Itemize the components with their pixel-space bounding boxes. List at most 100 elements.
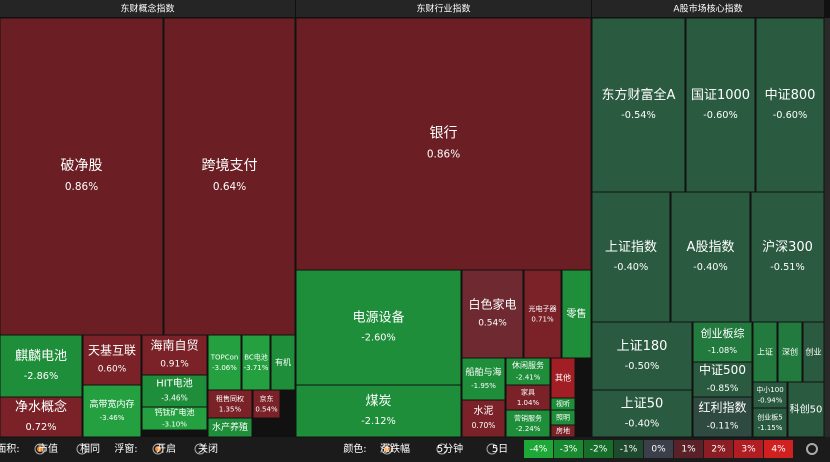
legend-label: 3%	[741, 445, 756, 455]
tile[interactable]	[591, 389, 693, 438]
tile[interactable]	[295, 17, 592, 271]
tile[interactable]	[295, 384, 462, 438]
tile-name: 沪深300	[762, 239, 813, 255]
toolbar-option[interactable]: 5分钟	[437, 442, 463, 455]
radio[interactable]	[76, 443, 88, 455]
legend-swatch	[554, 440, 583, 458]
tile-change: 1.35%	[219, 405, 242, 413]
tile[interactable]	[295, 269, 462, 386]
tile[interactable]	[777, 321, 803, 383]
tile-change: 0.86%	[65, 181, 98, 193]
tile[interactable]	[755, 17, 825, 193]
tile-change: -3.10%	[162, 421, 187, 429]
tile[interactable]	[550, 424, 576, 438]
toolbar-option[interactable]: 涨跌幅	[380, 442, 410, 455]
tile[interactable]	[163, 17, 296, 336]
legend-label: 0%	[651, 445, 666, 455]
tile[interactable]	[141, 406, 208, 431]
tile[interactable]	[461, 269, 524, 359]
tile[interactable]	[207, 417, 253, 438]
section-header	[0, 0, 295, 17]
legend-swatch	[614, 440, 643, 458]
tile-change: 0.64%	[213, 181, 246, 193]
tile[interactable]	[561, 269, 592, 359]
tile-change: -0.51%	[770, 262, 805, 273]
tile-name: 深创	[782, 347, 798, 357]
tile[interactable]	[523, 269, 562, 359]
tile[interactable]	[0, 334, 83, 398]
tile[interactable]	[0, 17, 164, 336]
tile[interactable]	[241, 334, 271, 391]
tile[interactable]	[0, 396, 83, 438]
tile-name: 视听	[556, 399, 570, 408]
section-title: 东财行业指数	[416, 3, 470, 15]
tile[interactable]	[82, 384, 142, 438]
tile[interactable]	[670, 191, 751, 323]
tile-name: 高带宽内存	[89, 398, 134, 410]
tile[interactable]	[207, 334, 242, 391]
tile[interactable]	[692, 396, 753, 438]
tile[interactable]	[207, 389, 253, 419]
tile-change: 0.60%	[98, 365, 127, 375]
tile[interactable]	[141, 334, 208, 376]
tile[interactable]	[505, 357, 551, 386]
tile-name: 上证指数	[605, 240, 657, 255]
tile-change: -3.71%	[244, 364, 269, 372]
toolbar-option[interactable]: 开启	[156, 442, 176, 455]
tile-name: HIT电池	[156, 377, 193, 390]
tile-change: 0.71%	[531, 315, 554, 323]
tile-change: -3.46%	[100, 414, 125, 422]
tile[interactable]	[252, 389, 281, 419]
legend-label: 4%	[771, 445, 786, 455]
tile-change: -1.95%	[471, 382, 496, 390]
tile-change: -3.06%	[212, 364, 237, 372]
tile-name: 跨境支付	[202, 158, 258, 174]
tile-change: -0.54%	[621, 110, 656, 121]
toolbar-option[interactable]: 关闭	[198, 442, 218, 455]
tile[interactable]	[82, 334, 142, 386]
tile[interactable]	[591, 17, 686, 193]
radio[interactable]	[34, 443, 46, 455]
radio[interactable]	[381, 443, 393, 455]
settings-icon[interactable]	[806, 443, 818, 455]
tile-name: 白色家电	[468, 297, 516, 312]
tile[interactable]	[752, 321, 778, 383]
tile-change: -0.40%	[625, 418, 660, 429]
tile-name: 京东	[260, 394, 274, 403]
tile-change: -0.50%	[625, 361, 660, 372]
tile[interactable]	[750, 191, 825, 323]
tile-name: 电源设备	[352, 309, 404, 325]
tile[interactable]	[752, 407, 788, 438]
tile[interactable]	[692, 321, 753, 363]
tile[interactable]	[505, 384, 551, 411]
tile[interactable]	[591, 321, 693, 391]
tile[interactable]	[461, 399, 506, 438]
tile-name: 天基互联	[88, 344, 136, 358]
radio[interactable]	[152, 443, 164, 455]
tile-name: 银行	[430, 126, 458, 142]
tile-name: 光电子器	[529, 304, 557, 313]
tile[interactable]	[270, 334, 296, 391]
tile[interactable]	[685, 17, 756, 193]
tile[interactable]	[505, 409, 551, 438]
tile-change: -1.15%	[758, 424, 783, 432]
tile-name: 破净股	[61, 158, 103, 174]
toolbar-option[interactable]: 5日	[492, 444, 508, 455]
tile-change: 0.54%	[255, 405, 278, 413]
legend-label: 2%	[711, 445, 726, 455]
toolbar-option[interactable]: 相同	[80, 442, 100, 455]
tile-name: 其他	[555, 373, 571, 383]
tile-name: 照明	[556, 414, 570, 422]
section-header	[296, 0, 591, 17]
tile[interactable]	[787, 381, 825, 438]
tile[interactable]	[591, 191, 671, 323]
tile-name: 国证1000	[691, 88, 750, 103]
tile-name: 创业	[806, 347, 822, 357]
toolbar-option[interactable]: 市值	[38, 442, 58, 455]
tile-change: -2.41%	[516, 374, 541, 382]
radio[interactable]	[194, 443, 206, 455]
radio[interactable]	[486, 443, 498, 455]
radio[interactable]	[436, 443, 448, 455]
tile[interactable]	[461, 357, 506, 401]
